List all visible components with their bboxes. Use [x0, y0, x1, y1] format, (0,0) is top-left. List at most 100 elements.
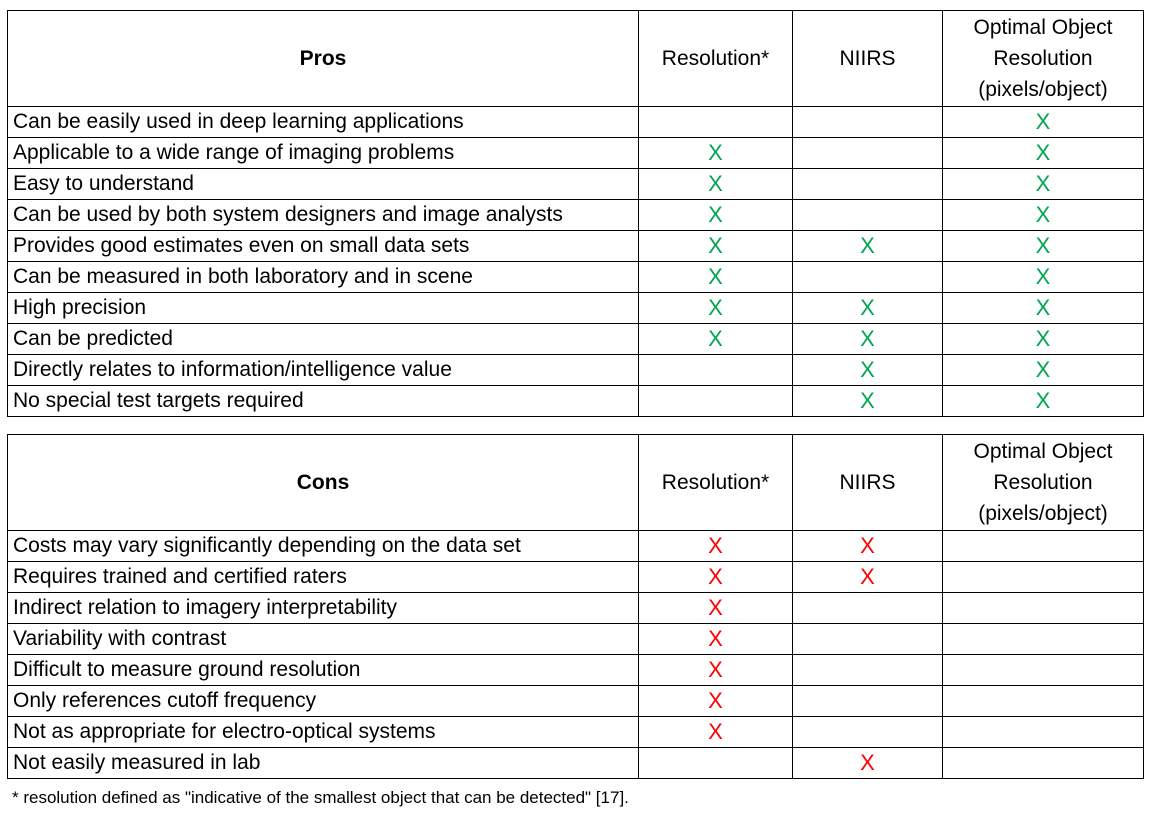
niirs-cell	[792, 168, 943, 200]
row-label: Only references cutoff frequency	[7, 685, 639, 717]
x-mark: X	[708, 564, 723, 589]
row-label: Provides good estimates even on small da…	[7, 230, 639, 262]
optimal-object-resolution-header: Optimal Object Resolution (pixels/object…	[942, 434, 1144, 531]
x-mark: X	[1035, 171, 1051, 196]
niirs-cell	[792, 685, 943, 717]
resolution-cell: X	[638, 292, 793, 324]
pros-header-row: Pros Resolution* NIIRS Optimal Object Re…	[7, 10, 1144, 107]
x-mark: X	[860, 750, 875, 775]
x-mark: X	[860, 326, 875, 351]
x-mark: X	[708, 595, 723, 620]
x-mark: X	[1035, 233, 1051, 258]
x-mark: X	[708, 140, 723, 165]
optimal-object-resolution-cell: X	[942, 199, 1144, 231]
optimal-object-resolution-cell: X	[942, 168, 1144, 200]
row-label: Indirect relation to imagery interpretab…	[7, 592, 639, 624]
table-row: Can be used by both system designers and…	[7, 199, 1144, 231]
x-mark: X	[708, 626, 723, 651]
x-mark: X	[1035, 264, 1051, 289]
x-mark: X	[860, 564, 875, 589]
optimal-object-resolution-cell	[942, 685, 1144, 717]
resolution-header: Resolution*	[638, 10, 793, 107]
resolution-cell: X	[638, 623, 793, 655]
row-label: Easy to understand	[7, 168, 639, 200]
resolution-cell: X	[638, 561, 793, 593]
niirs-cell	[792, 106, 943, 138]
niirs-header: NIIRS	[792, 434, 943, 531]
x-mark: X	[708, 533, 723, 558]
table-row: Easy to understand X X	[7, 168, 1144, 200]
row-label: Can be easily used in deep learning appl…	[7, 106, 639, 138]
pros-header: Pros	[7, 10, 639, 107]
x-mark: X	[708, 233, 723, 258]
optimal-object-resolution-cell	[942, 561, 1144, 593]
x-mark: X	[1035, 295, 1051, 320]
x-mark: X	[1035, 202, 1051, 227]
row-label: Directly relates to information/intellig…	[7, 354, 639, 386]
row-label: Applicable to a wide range of imaging pr…	[7, 137, 639, 169]
row-label: Costs may vary significantly depending o…	[7, 530, 639, 562]
table-row: Applicable to a wide range of imaging pr…	[7, 137, 1144, 169]
row-label: Not easily measured in lab	[7, 747, 639, 779]
table-row: Not easily measured in lab X	[7, 747, 1144, 779]
row-label: Difficult to measure ground resolution	[7, 654, 639, 686]
resolution-cell: X	[638, 168, 793, 200]
optimal-object-resolution-cell	[942, 592, 1144, 624]
resolution-cell: X	[638, 199, 793, 231]
x-mark: X	[860, 533, 875, 558]
x-mark: X	[708, 326, 723, 351]
x-mark: X	[708, 202, 723, 227]
table-row: Directly relates to information/intellig…	[7, 354, 1144, 386]
row-label: Variability with contrast	[7, 623, 639, 655]
niirs-cell: X	[792, 561, 943, 593]
footnote: * resolution defined as "indicative of t…	[12, 788, 629, 807]
resolution-cell	[638, 354, 793, 386]
optimal-object-resolution-cell: X	[942, 137, 1144, 169]
niirs-cell	[792, 654, 943, 686]
row-label: Not as appropriate for electro-optical s…	[7, 716, 639, 748]
niirs-cell: X	[792, 747, 943, 779]
resolution-cell: X	[638, 654, 793, 686]
row-label: Can be predicted	[7, 323, 639, 355]
optimal-object-resolution-cell: X	[942, 354, 1144, 386]
x-mark: X	[708, 719, 723, 744]
optimal-object-resolution-cell: X	[942, 292, 1144, 324]
optimal-object-resolution-cell: X	[942, 323, 1144, 355]
resolution-cell: X	[638, 137, 793, 169]
niirs-cell: X	[792, 292, 943, 324]
optimal-object-resolution-cell	[942, 747, 1144, 779]
optimal-object-resolution-cell	[942, 530, 1144, 562]
table-row: Costs may vary significantly depending o…	[7, 530, 1144, 562]
x-mark: X	[1035, 388, 1051, 413]
x-mark: X	[860, 295, 875, 320]
niirs-cell	[792, 199, 943, 231]
niirs-cell: X	[792, 530, 943, 562]
optimal-object-resolution-cell: X	[942, 261, 1144, 293]
resolution-cell: X	[638, 230, 793, 262]
cons-table: Cons Resolution* NIIRS Optimal Object Re…	[7, 434, 1144, 779]
x-mark: X	[1035, 109, 1051, 134]
row-label: Can be measured in both laboratory and i…	[7, 261, 639, 293]
niirs-cell: X	[792, 230, 943, 262]
resolution-cell: X	[638, 592, 793, 624]
cons-header: Cons	[7, 434, 639, 531]
table-row: Can be predicted X X X	[7, 323, 1144, 355]
resolution-cell	[638, 747, 793, 779]
x-mark: X	[708, 264, 723, 289]
optimal-object-resolution-cell: X	[942, 385, 1144, 417]
resolution-cell: X	[638, 530, 793, 562]
x-mark: X	[708, 295, 723, 320]
x-mark: X	[860, 388, 875, 413]
table-row: Requires trained and certified raters X X	[7, 561, 1144, 593]
niirs-header: NIIRS	[792, 10, 943, 107]
resolution-header: Resolution*	[638, 434, 793, 531]
table-row: Not as appropriate for electro-optical s…	[7, 716, 1144, 748]
table-row: Difficult to measure ground resolution X	[7, 654, 1144, 686]
niirs-cell	[792, 592, 943, 624]
resolution-cell	[638, 385, 793, 417]
table-row: Can be measured in both laboratory and i…	[7, 261, 1144, 293]
resolution-cell	[638, 106, 793, 138]
table-row: Provides good estimates even on small da…	[7, 230, 1144, 262]
x-mark: X	[708, 657, 723, 682]
x-mark: X	[860, 233, 875, 258]
